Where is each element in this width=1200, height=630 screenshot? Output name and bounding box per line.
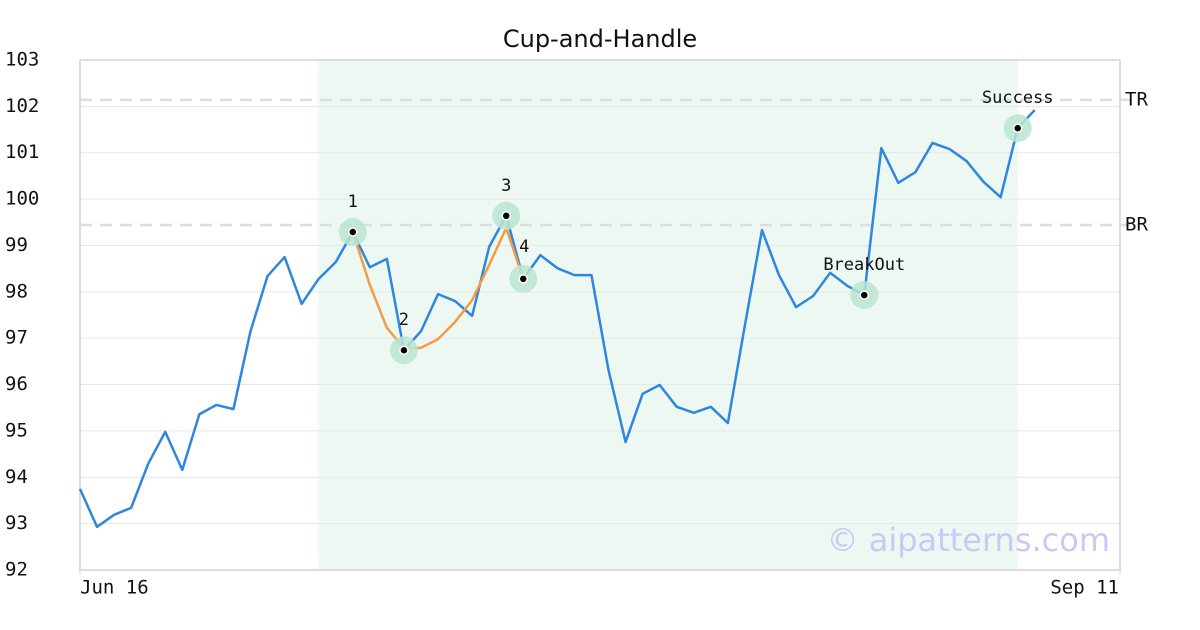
point-dot (859, 290, 870, 300)
point-dot (1012, 123, 1023, 133)
y-tick-label: 99 (5, 234, 28, 256)
series-line (351, 226, 525, 350)
y-tick-label: 101 (5, 141, 39, 163)
y-tick-label: 102 (5, 95, 39, 117)
x-tick-label: Jun 16 (80, 577, 149, 599)
watermark: © aipatterns.com (827, 521, 1110, 559)
level-label: BR (1125, 214, 1148, 236)
point-label: BreakOut (823, 255, 905, 275)
highlight-band (318, 60, 1018, 570)
series-line (78, 109, 1036, 529)
y-tick-label: 96 (5, 373, 28, 395)
point-dot (399, 345, 409, 355)
chart-title: Cup-and-Handle (503, 25, 697, 53)
point-label: 1 (348, 192, 358, 212)
plot-frame (79, 59, 1121, 571)
point-label: 3 (501, 176, 511, 196)
level-label: TR (1125, 88, 1148, 110)
y-tick-label: 97 (5, 327, 28, 349)
y-tick-label: 93 (5, 512, 28, 534)
point-label: 4 (519, 237, 529, 257)
point-dot (348, 227, 358, 237)
x-tick-label: Sep 11 (1050, 577, 1119, 599)
y-tick-label: 98 (5, 280, 28, 302)
point-label: 2 (399, 310, 409, 330)
y-tick-label: 103 (5, 49, 39, 71)
y-tick-label: 92 (5, 559, 28, 581)
y-tick-label: 95 (5, 419, 28, 441)
y-tick-label: 94 (5, 466, 28, 488)
point-dot (518, 274, 529, 284)
point-label: Success (982, 88, 1054, 108)
y-tick-label: 100 (5, 188, 39, 210)
point-dot (501, 211, 511, 221)
